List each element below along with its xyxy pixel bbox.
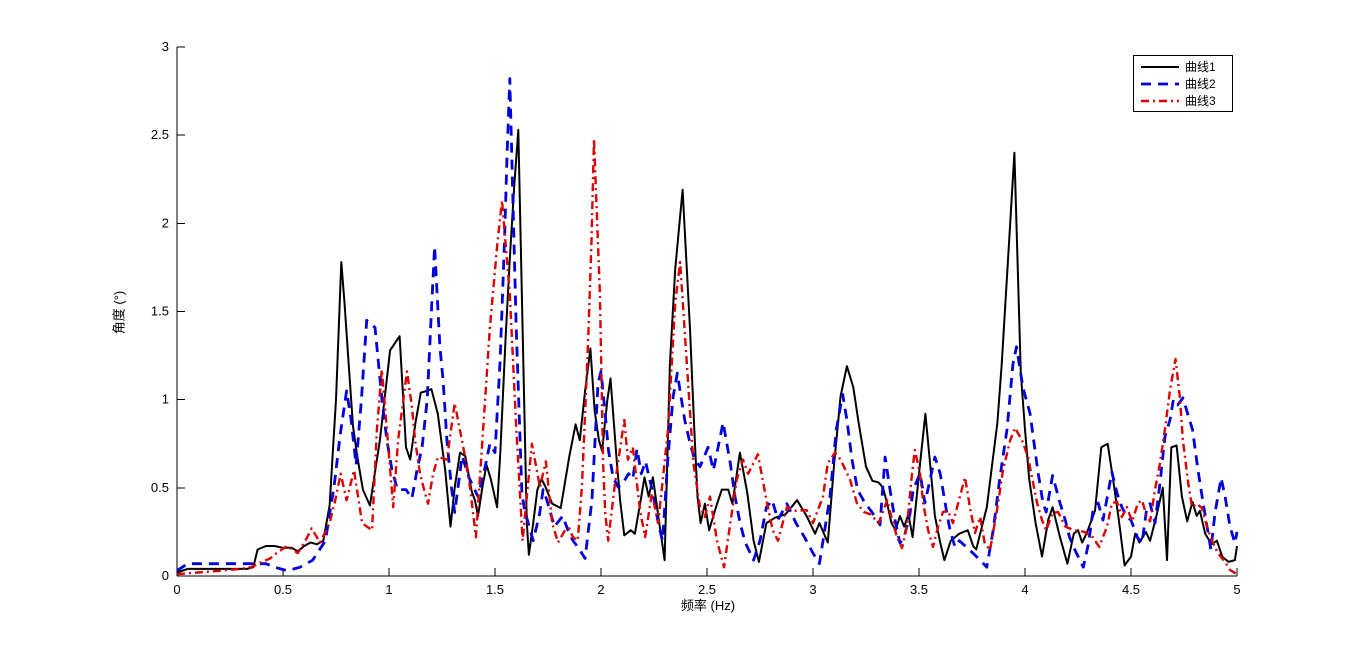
y-tick-label: 2 bbox=[162, 215, 169, 230]
legend-entry-3: 曲线3 bbox=[1140, 93, 1232, 109]
legend-label: 曲线1 bbox=[1185, 59, 1216, 74]
y-tick-label: 0.5 bbox=[151, 480, 169, 495]
y-tick-label: 1.5 bbox=[151, 304, 169, 319]
x-tick-label: 2 bbox=[597, 582, 604, 597]
legend-line-sample-dashed bbox=[1141, 82, 1179, 85]
x-tick-label: 4 bbox=[1021, 582, 1028, 597]
legend-entry-1: 曲线1 bbox=[1140, 59, 1232, 75]
x-tick-label: 3.5 bbox=[910, 582, 928, 597]
x-tick-label: 3 bbox=[809, 582, 816, 597]
x-tick-label: 1.5 bbox=[486, 582, 504, 597]
y-tick-label: 0 bbox=[162, 568, 169, 583]
y-axis-label: 角度 (°) bbox=[111, 290, 127, 335]
series-line-1 bbox=[176, 128, 1238, 574]
legend-label: 曲线2 bbox=[1185, 76, 1216, 91]
legend-line-sample-dashdot bbox=[1141, 99, 1179, 102]
x-tick-label: 5 bbox=[1233, 582, 1240, 597]
x-axis-label: 频率 (Hz) bbox=[680, 598, 736, 613]
y-tick-label: 2.5 bbox=[151, 127, 169, 142]
series-line-3 bbox=[176, 137, 1238, 576]
x-tick-label: 4.5 bbox=[1122, 582, 1140, 597]
legend-line-sample-solid bbox=[1141, 65, 1179, 68]
legend-entry-2: 曲线2 bbox=[1140, 76, 1232, 92]
x-tick-label: 0 bbox=[173, 582, 180, 597]
x-tick-label: 2.5 bbox=[698, 582, 716, 597]
x-tick-label: 1 bbox=[385, 582, 392, 597]
legend: 曲线1 曲线2 曲线3 bbox=[1133, 55, 1233, 112]
x-tick-label: 0.5 bbox=[274, 582, 292, 597]
legend-label: 曲线3 bbox=[1185, 93, 1216, 108]
y-tick-label: 1 bbox=[162, 392, 169, 407]
y-tick-label: 3 bbox=[162, 39, 169, 54]
